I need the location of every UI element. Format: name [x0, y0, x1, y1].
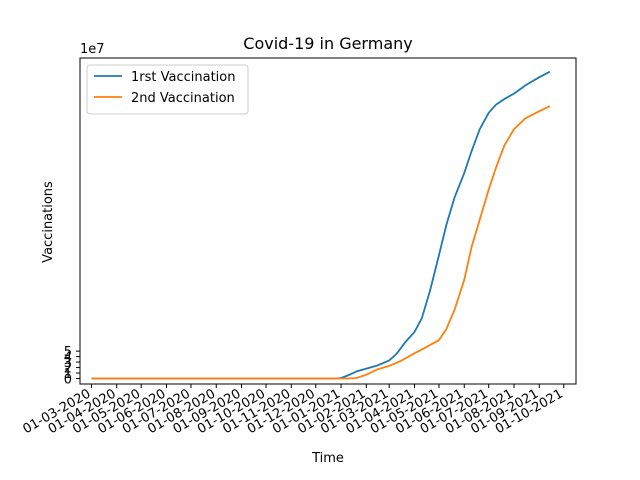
y-tick-label: 3: [64, 356, 72, 371]
series-line-1: [91, 70, 551, 380]
y-tick-label: 2: [64, 362, 72, 377]
y-tick-label: 4: [64, 351, 72, 366]
y-tick-label: 0: [64, 373, 72, 388]
chart-title: Covid-19 in Germany: [243, 34, 412, 53]
axes-frame: [79, 57, 577, 385]
y-axis-offset-label: 1e7: [80, 42, 105, 57]
y-tick-label: 1: [64, 367, 72, 382]
x-axis-ticks: 01-03-202001-04-202001-05-202001-06-2020…: [20, 384, 566, 437]
x-axis-label: Time: [311, 451, 344, 466]
series-line-2: [91, 105, 551, 380]
series-layer: [91, 70, 551, 380]
legend-box: [86, 64, 249, 115]
legend-label-2: 2nd Vaccination: [131, 91, 235, 106]
y-axis-label: Vaccinations: [41, 181, 56, 263]
legend: 1rst Vaccination 2nd Vaccination: [86, 64, 249, 115]
legend-label-1: 1rst Vaccination: [131, 70, 235, 85]
plot-area: [79, 57, 577, 385]
y-tick-label: 5: [64, 345, 72, 360]
